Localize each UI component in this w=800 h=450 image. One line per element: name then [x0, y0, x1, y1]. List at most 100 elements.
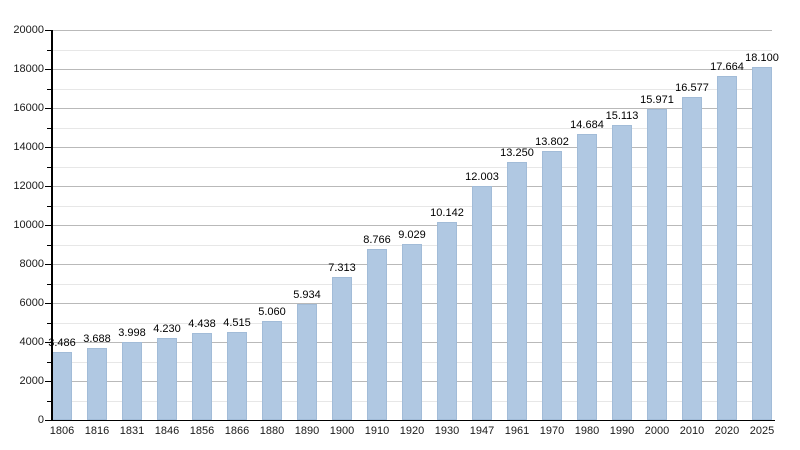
x-tick-label: 1866 — [224, 425, 250, 437]
bar-value-label: 15.971 — [640, 93, 674, 106]
x-tick-label: 1806 — [49, 425, 75, 437]
bar-value-label: 15.113 — [605, 110, 639, 123]
y-tick-minor — [47, 205, 51, 207]
y-tick-minor — [47, 127, 51, 129]
y-tick-label: 20000 — [13, 23, 44, 36]
bar-value-label: 14.684 — [570, 118, 604, 131]
bar-value-label: 10.142 — [430, 207, 464, 220]
y-tick-minor — [47, 166, 51, 168]
gridline-minor — [52, 205, 772, 207]
y-tick-label: 8000 — [19, 257, 44, 270]
bar-value-label: 5.060 — [258, 306, 286, 319]
y-tick-major — [45, 303, 51, 304]
y-tick-major — [45, 225, 51, 226]
bar — [752, 67, 772, 420]
bar-value-label: 4.438 — [188, 318, 216, 331]
y-tick-label: 6000 — [19, 296, 44, 309]
y-tick-label: 12000 — [13, 179, 44, 192]
bar — [542, 150, 562, 420]
y-tick-major — [45, 342, 51, 343]
bar — [332, 277, 352, 420]
y-tick-minor — [47, 49, 51, 51]
x-tick-label: 1816 — [84, 425, 110, 437]
y-tick-major — [45, 108, 51, 109]
y-tick-minor — [47, 322, 51, 324]
bar — [402, 243, 422, 420]
x-tick-label: 1990 — [609, 425, 635, 437]
y-tick-major — [45, 420, 51, 421]
gridline-minor — [52, 127, 772, 129]
x-tick-label: 1856 — [189, 425, 215, 437]
gridline-major — [52, 108, 772, 109]
x-tick-label: 1961 — [504, 425, 530, 437]
bar — [262, 321, 282, 420]
bar-value-label: 3.486 — [48, 337, 76, 350]
x-tick-label: 1980 — [574, 425, 600, 437]
y-tick-major — [45, 381, 51, 382]
bar-value-label: 9.029 — [398, 228, 426, 241]
gridline-minor — [52, 88, 772, 90]
bar-value-label: 13.802 — [535, 135, 569, 148]
bar-value-label: 5.934 — [293, 289, 321, 302]
bar — [367, 249, 387, 420]
x-tick-label: 2010 — [679, 425, 705, 437]
bar-value-label: 4.515 — [223, 316, 251, 329]
gridline-major — [52, 30, 772, 31]
x-tick-label: 1846 — [154, 425, 180, 437]
gridline-minor — [52, 49, 772, 51]
x-tick-label: 1947 — [469, 425, 495, 437]
bar — [612, 125, 632, 420]
x-tick-label: 1880 — [259, 425, 285, 437]
bar — [227, 331, 247, 420]
y-tick-major — [45, 264, 51, 265]
bar-value-label: 3.688 — [83, 333, 111, 346]
y-tick-major — [45, 186, 51, 187]
bar — [717, 75, 737, 420]
bar — [192, 333, 212, 420]
bar-value-label: 17.664 — [710, 60, 744, 73]
bar — [87, 348, 107, 420]
x-tick-label: 2025 — [749, 425, 775, 437]
y-tick-major — [45, 30, 51, 31]
bar-value-label: 12.003 — [465, 170, 499, 183]
bar — [122, 342, 142, 420]
y-tick-major — [45, 69, 51, 70]
bar — [682, 96, 702, 420]
bar — [472, 185, 492, 420]
bar-value-label: 16.577 — [675, 81, 709, 94]
x-tick-label: 1930 — [434, 425, 460, 437]
gridline-major — [52, 147, 772, 148]
plot-area: 3.486 3.688 3.998 4.230 4.438 4.515 5.060 5.934… — [48, 30, 779, 420]
y-tick-label: 4000 — [19, 335, 44, 348]
x-tick-label: 2000 — [644, 425, 670, 437]
x-axis-line — [51, 419, 775, 421]
x-tick-label: 1920 — [399, 425, 425, 437]
y-tick-major — [45, 147, 51, 148]
bar-value-label: 7.313 — [328, 262, 356, 275]
y-tick-minor — [47, 244, 51, 246]
bar-value-label: 18.100 — [745, 52, 779, 65]
bar-value-label: 4.230 — [153, 322, 181, 335]
bar — [577, 133, 597, 420]
gridline-major — [52, 186, 772, 187]
x-tick-label: 1910 — [364, 425, 390, 437]
y-tick-label: 0 — [37, 413, 44, 426]
gridline-minor — [52, 166, 772, 168]
bar — [52, 352, 72, 420]
bar — [157, 337, 177, 420]
y-axis-line — [51, 30, 53, 420]
bar — [507, 161, 527, 420]
y-tick-label: 18000 — [13, 62, 44, 75]
y-tick-minor — [47, 361, 51, 363]
y-tick-minor — [47, 88, 51, 90]
gridline-major — [52, 69, 772, 70]
y-tick-label: 10000 — [13, 218, 44, 231]
y-tick-label: 16000 — [13, 101, 44, 114]
x-tick-label: 1900 — [329, 425, 355, 437]
bar — [437, 222, 457, 420]
x-tick-label: 1890 — [294, 425, 320, 437]
bar — [647, 108, 667, 420]
y-tick-minor — [47, 283, 51, 285]
x-tick-label: 1970 — [539, 425, 565, 437]
